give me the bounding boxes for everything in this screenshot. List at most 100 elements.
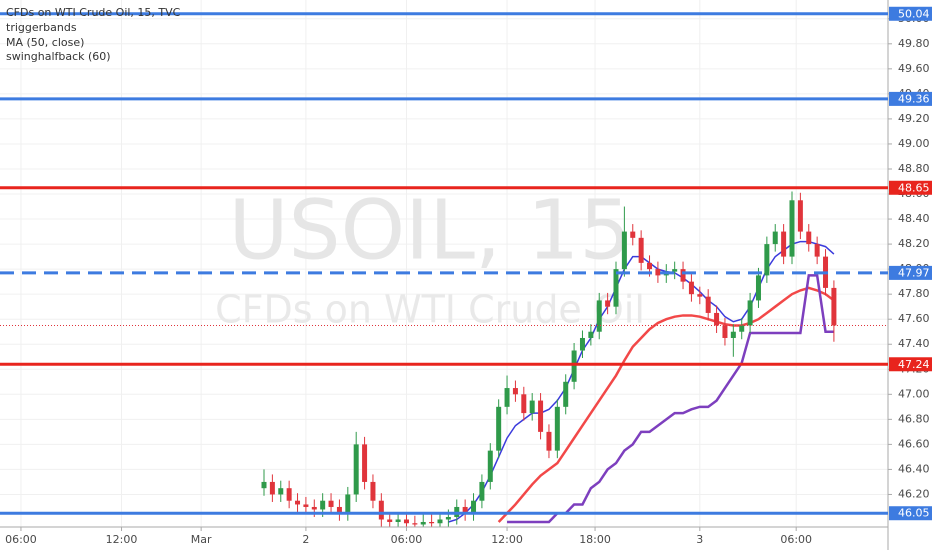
x-tick-label: 06:00 — [780, 533, 812, 546]
candle-body — [370, 481, 376, 501]
candle-body — [697, 294, 703, 297]
candle-body — [831, 287, 837, 326]
candle-body — [320, 500, 326, 510]
legend-entry: triggerbands — [6, 21, 77, 34]
candle-body — [529, 400, 535, 414]
level-label-box — [889, 265, 932, 280]
candle-body — [563, 381, 569, 407]
candle-body — [445, 516, 451, 520]
level-label: 46.05 — [898, 507, 930, 520]
candle-body — [311, 506, 317, 510]
y-tick-label: 46.40 — [898, 462, 930, 475]
candle-body — [554, 406, 560, 451]
candle-body — [286, 488, 292, 501]
candle-body — [747, 300, 753, 326]
y-tick-label: 46.20 — [898, 487, 930, 500]
candle-body — [295, 500, 301, 505]
candle-body — [579, 337, 585, 351]
candle-body — [596, 300, 602, 332]
candle-body — [571, 350, 577, 382]
candle-body — [521, 394, 527, 414]
candle-body — [345, 494, 351, 514]
y-tick-label: 46.80 — [898, 412, 930, 425]
legend-title: CFDs on WTI Crude Oil, 15, TVC — [6, 6, 181, 19]
y-tick-label: 49.80 — [898, 37, 930, 50]
y-tick-label: 49.60 — [898, 62, 930, 75]
x-tick-label: 12:00 — [106, 533, 138, 546]
candle-body — [730, 331, 736, 338]
candle-body — [680, 269, 686, 282]
candle-body — [487, 450, 493, 482]
candle-body — [688, 281, 694, 295]
y-tick-label: 47.60 — [898, 312, 930, 325]
y-tick-label: 48.20 — [898, 237, 930, 250]
indicator-line — [497, 286, 835, 523]
level-label: 49.36 — [898, 92, 930, 105]
candle-body — [764, 244, 770, 276]
y-tick-label: 49.00 — [898, 137, 930, 150]
axes: 46.2046.4046.6046.8047.0047.2047.4047.60… — [0, 6, 932, 546]
candle-body — [655, 269, 661, 276]
candle-body — [672, 269, 678, 272]
candle-body — [395, 519, 401, 522]
candle-body — [462, 506, 468, 514]
candle-body — [336, 506, 342, 514]
y-tick-label: 48.40 — [898, 212, 930, 225]
candle-body — [538, 400, 544, 432]
candle-body — [512, 388, 518, 395]
candle-body — [278, 488, 284, 495]
candle-body — [739, 325, 745, 332]
candle-body — [613, 269, 619, 307]
level-label: 47.97 — [898, 266, 930, 279]
candle-body — [797, 200, 803, 232]
x-tick-label: 06:00 — [391, 533, 423, 546]
candle-body — [378, 500, 384, 520]
candle-body — [353, 444, 359, 495]
candle-body — [420, 521, 426, 525]
candle-body — [714, 312, 720, 326]
watermark-subtitle: CFDs on WTI Crude Oil — [215, 288, 645, 332]
candle-body — [437, 519, 443, 524]
candle-body — [429, 521, 435, 524]
candle-body — [605, 300, 611, 307]
y-tick-label: 47.00 — [898, 387, 930, 400]
candle-body — [705, 296, 711, 313]
x-tick-label: 12:00 — [491, 533, 523, 546]
x-tick-label: 2 — [302, 533, 309, 546]
candle-body — [504, 388, 510, 407]
x-tick-label: 3 — [696, 533, 703, 546]
level-label: 50.04 — [898, 7, 930, 20]
x-tick-label: 06:00 — [5, 533, 37, 546]
candle-body — [772, 231, 778, 245]
level-label-box — [889, 91, 932, 106]
y-tick-label: 47.40 — [898, 337, 930, 350]
candle-body — [789, 200, 795, 257]
level-label: 48.65 — [898, 181, 930, 194]
candle-body — [403, 519, 409, 524]
candle-body — [261, 481, 267, 489]
candle-body — [303, 504, 309, 507]
candle-body — [496, 406, 502, 451]
y-tick-label: 49.20 — [898, 112, 930, 125]
candle-body — [755, 275, 761, 301]
candle-body — [638, 237, 644, 263]
level-label-box — [889, 357, 932, 372]
legend-entry: MA (50, close) — [6, 36, 84, 49]
candle-body — [814, 244, 820, 257]
level-label-box — [889, 506, 932, 521]
level-label-box — [889, 6, 932, 21]
candle-body — [546, 431, 552, 451]
candle-body — [387, 519, 393, 522]
x-tick-label: 18:00 — [579, 533, 611, 546]
x-tick-label: Mar — [191, 533, 212, 546]
candle-body — [479, 481, 485, 501]
candle-body — [362, 444, 368, 482]
candle-body — [722, 325, 728, 338]
candle-body — [621, 231, 627, 270]
level-label-box — [889, 180, 932, 195]
candle-body — [412, 523, 418, 525]
candle-body — [630, 231, 636, 238]
y-tick-label: 46.60 — [898, 437, 930, 450]
